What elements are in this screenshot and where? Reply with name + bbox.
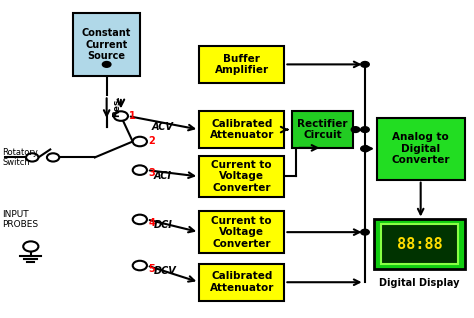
- Circle shape: [23, 241, 38, 252]
- FancyBboxPatch shape: [199, 46, 284, 83]
- Text: Res.: Res.: [112, 96, 121, 117]
- Circle shape: [133, 261, 147, 270]
- FancyBboxPatch shape: [73, 13, 140, 76]
- FancyBboxPatch shape: [381, 224, 458, 264]
- FancyBboxPatch shape: [377, 118, 465, 180]
- Circle shape: [102, 62, 111, 67]
- Circle shape: [133, 137, 147, 146]
- FancyBboxPatch shape: [199, 156, 284, 197]
- FancyBboxPatch shape: [199, 264, 284, 301]
- Circle shape: [133, 215, 147, 224]
- Text: Calibrated
Attenuator: Calibrated Attenuator: [210, 272, 274, 293]
- Circle shape: [361, 146, 369, 152]
- Text: Rotatory
Switch: Rotatory Switch: [2, 148, 38, 167]
- FancyBboxPatch shape: [199, 211, 284, 253]
- Text: 5: 5: [148, 264, 155, 274]
- Text: Buffer
Amplifier: Buffer Amplifier: [215, 54, 269, 75]
- Text: 3: 3: [148, 168, 155, 178]
- Text: Constant
Current
Source: Constant Current Source: [82, 28, 131, 61]
- Text: Calibrated
Attenuator: Calibrated Attenuator: [210, 119, 274, 140]
- Circle shape: [47, 153, 59, 162]
- Text: 4: 4: [148, 218, 155, 228]
- Text: Current to
Voltage
Converter: Current to Voltage Converter: [211, 216, 272, 249]
- Circle shape: [351, 127, 360, 132]
- Text: 1: 1: [129, 111, 136, 121]
- Text: 2: 2: [148, 135, 155, 146]
- Text: 88:88: 88:88: [397, 237, 442, 252]
- Text: Current to
Voltage
Converter: Current to Voltage Converter: [211, 160, 272, 193]
- Text: Rectifier
Circuit: Rectifier Circuit: [297, 119, 347, 140]
- Circle shape: [361, 62, 369, 67]
- Text: ACV: ACV: [152, 122, 173, 132]
- Text: INPUT
PROBES: INPUT PROBES: [2, 210, 38, 229]
- Text: DCV: DCV: [154, 266, 177, 276]
- Circle shape: [133, 165, 147, 175]
- Circle shape: [26, 153, 38, 162]
- Text: DCI: DCI: [154, 220, 173, 230]
- FancyBboxPatch shape: [374, 219, 465, 269]
- Circle shape: [361, 229, 369, 235]
- Circle shape: [114, 111, 128, 121]
- FancyBboxPatch shape: [292, 111, 353, 148]
- Text: ACI: ACI: [154, 171, 172, 182]
- FancyBboxPatch shape: [199, 111, 284, 148]
- Text: Analog to
Digital
Converter: Analog to Digital Converter: [392, 132, 450, 165]
- Circle shape: [361, 127, 369, 132]
- Text: Digital Display: Digital Display: [379, 278, 460, 288]
